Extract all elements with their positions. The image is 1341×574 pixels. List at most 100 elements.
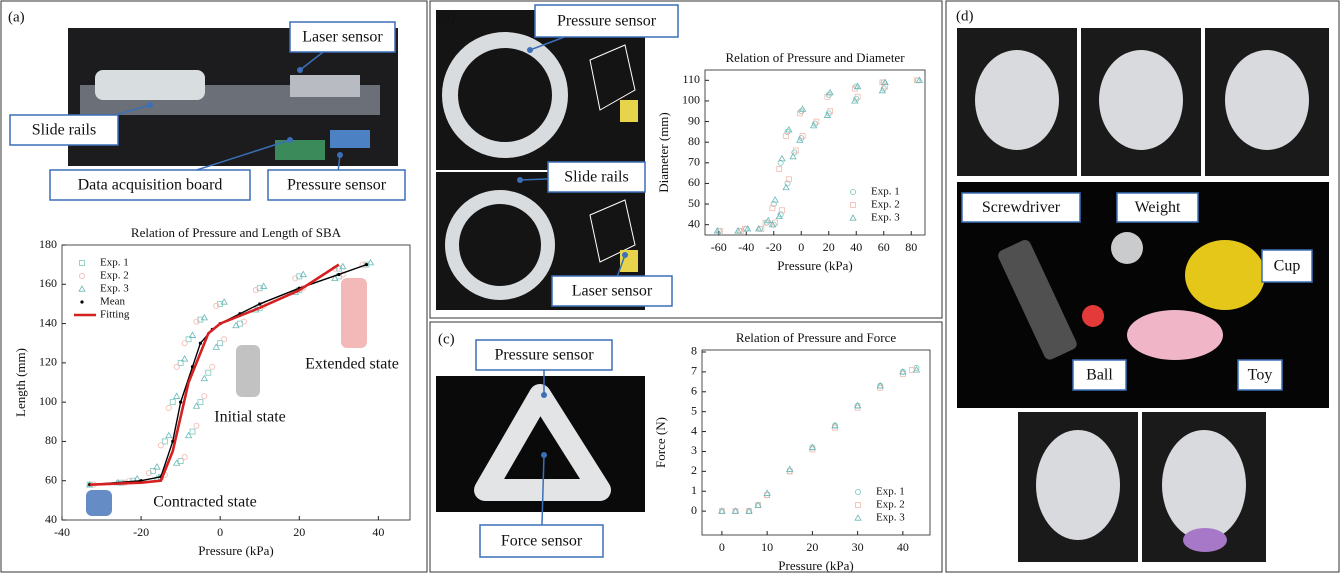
legend-marker [856,503,861,508]
callout-dot [541,452,547,458]
photo [436,376,645,512]
panel-label: (d) [956,8,974,24]
callout-label: Pressure sensor [557,13,657,30]
marker [783,185,789,190]
x-tick-label: 0 [217,525,223,539]
callout-label: Force sensor [501,533,583,550]
y-tick-label: 40 [45,512,57,526]
marker [777,167,782,172]
y-tick-label: 90 [688,113,700,127]
marker [198,400,203,405]
legend-marker [855,489,860,494]
legend-label: Exp. 3 [876,512,905,524]
x-tick-label: -60 [711,240,727,254]
y-tick-label: 60 [45,472,57,486]
marker [186,433,192,438]
chart-title: Relation of Pressure and Length of SBA [131,225,342,240]
callout-label: Laser sensor [302,29,383,46]
y-tick-label: 5 [691,403,697,417]
callout-dot [287,137,293,143]
callout-label: Laser sensor [572,283,653,300]
legend-label: Exp. 2 [871,199,900,211]
callout-dot [517,177,523,183]
marker [182,356,188,361]
x-axis-label: Pressure (kPa) [778,558,853,573]
legend-label: Exp. 1 [100,257,129,269]
y-tick-label: 100 [39,394,57,408]
y-tick-label: 80 [45,433,57,447]
marker [190,429,195,434]
y-tick-label: 80 [688,134,700,148]
marker [166,405,171,410]
marker [158,443,163,448]
y-tick-label: 1 [691,483,697,497]
legend-label: Exp. 2 [876,499,905,511]
callout-dot [147,102,153,108]
x-tick-label: -20 [766,240,782,254]
chart-title: Relation of Pressure and Diameter [725,50,905,65]
legend-marker [79,286,85,291]
callout-label: Toy [1248,367,1273,384]
y-tick-label: 0 [691,503,697,517]
marker [202,394,207,399]
y-tick-label: 2 [691,463,697,477]
callout-label: Weight [1135,199,1181,216]
marker [210,364,215,369]
callout-label: Cup [1274,258,1301,275]
marker [258,302,261,305]
marker [337,273,340,276]
x-tick-label: 30 [852,540,864,554]
series-line [90,265,367,485]
legend-label: Exp. 1 [876,486,905,498]
marker [213,344,219,349]
marker [178,459,183,464]
marker [779,156,785,161]
marker [811,123,817,128]
callout-label: Screwdriver [982,199,1061,216]
legend-marker [855,515,861,520]
series-line [90,265,339,485]
y-axis-label: Force (N) [653,417,668,468]
callout-label: Ball [1086,367,1113,384]
y-tick-label: 3 [691,443,697,457]
y-tick-label: 70 [688,155,700,169]
photo [436,10,645,310]
legend-label: Fitting [100,309,130,321]
x-tick-label: 20 [806,540,818,554]
y-axis-label: Diameter (mm) [656,112,671,193]
x-tick-label: 60 [878,240,890,254]
marker [776,213,782,218]
x-axis-label: Pressure (kPa) [777,258,852,273]
chart-title: Relation of Pressure and Force [736,330,897,345]
marker [162,439,167,444]
marker [194,423,199,428]
callout-label: Slide rails [32,122,96,139]
y-tick-label: 120 [39,355,57,369]
legend-marker [850,189,855,194]
figure: (a)Laser sensorSlide railsData acquisiti… [0,0,1341,574]
panel-label: (a) [8,9,25,25]
x-tick-label: 10 [761,540,773,554]
marker [199,342,202,345]
legend-label: Exp. 3 [100,283,129,295]
marker [174,393,180,398]
marker [772,197,778,202]
marker [179,401,182,404]
marker [852,98,858,103]
x-tick-label: 40 [372,525,384,539]
x-tick-label: 20 [823,240,835,254]
x-tick-label: 40 [850,240,862,254]
marker [193,403,199,408]
x-tick-label: 40 [897,540,909,554]
y-tick-label: 40 [688,216,700,230]
callout-dot [622,252,628,258]
callout-dot [541,392,547,398]
marker [201,376,207,381]
x-tick-label: 20 [293,525,305,539]
marker [182,341,187,346]
annotation: Contracted state [153,494,257,511]
marker [797,137,803,142]
marker [154,464,160,469]
legend-marker [79,273,84,278]
legend-marker [80,261,85,266]
